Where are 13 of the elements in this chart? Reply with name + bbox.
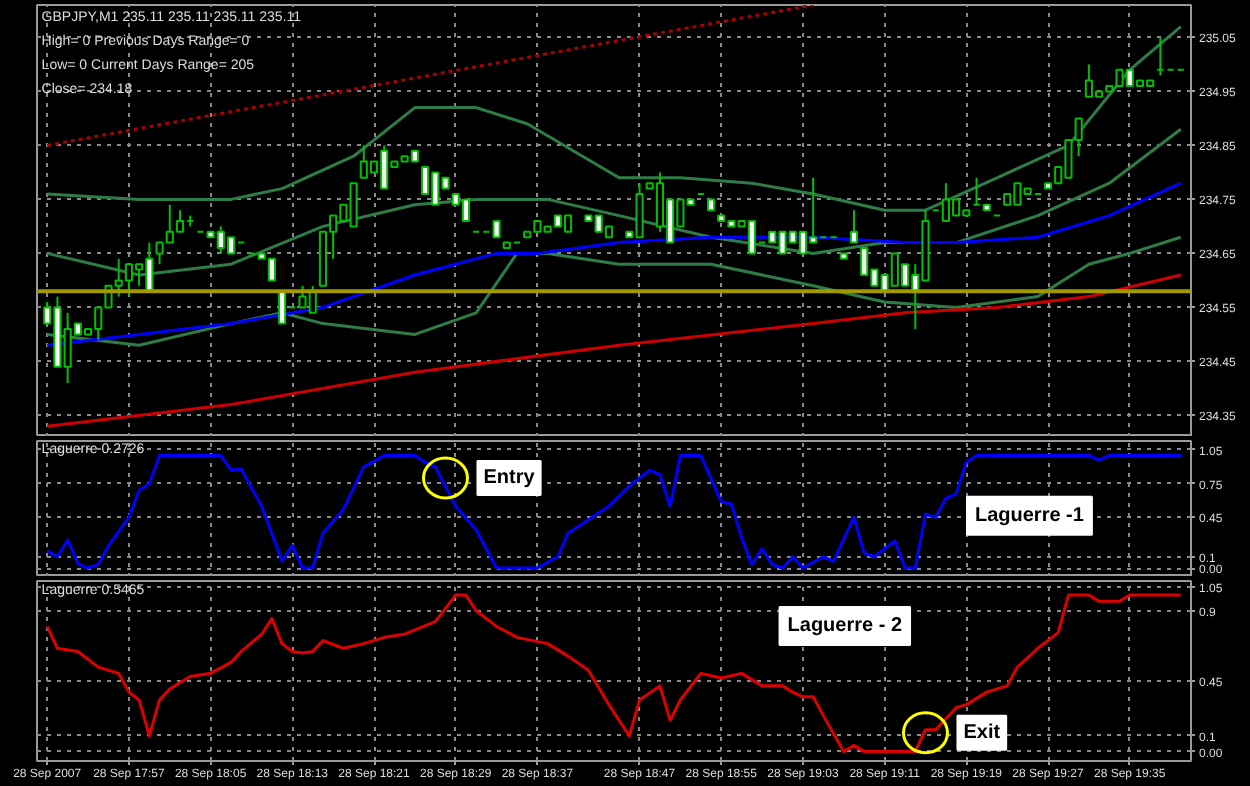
line-series [45,593,1183,754]
line-series [45,127,1183,277]
line-series [45,273,1183,428]
annotation: Laguerre -1 [974,504,1085,527]
annotation: Entry [483,467,536,490]
annotation: Exit [963,721,1002,744]
line-series [45,235,1183,347]
candlestick [849,209,859,244]
line-series [45,454,1183,570]
line-series [45,181,1183,347]
annotation: Laguerre - 2 [787,615,903,637]
candlestick [278,290,287,325]
line-series [45,25,1183,212]
